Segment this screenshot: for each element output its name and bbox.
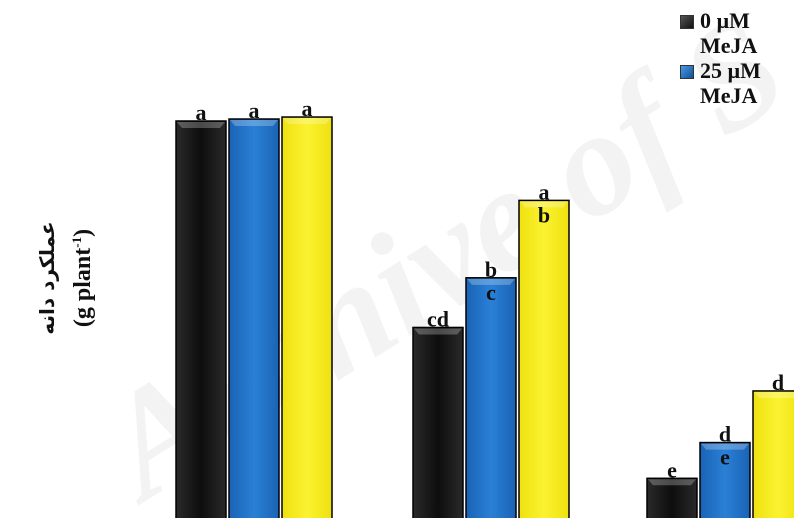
data-label-s0-g2-0: e bbox=[667, 457, 677, 482]
legend-label-0: 0 µM MeJA bbox=[700, 8, 758, 58]
data-label-s2-g1-1: b bbox=[538, 202, 550, 227]
y-axis-label-line2: (g plant-1) bbox=[62, 153, 98, 403]
bar-s1-g0 bbox=[228, 118, 280, 518]
data-label-s1-g1-1: c bbox=[486, 280, 496, 305]
bar-bevel-s1-g2 bbox=[701, 443, 749, 450]
bar-s1-g2 bbox=[699, 441, 751, 518]
legend: 0 µM MeJA 25 µM MeJA bbox=[678, 8, 794, 108]
bar-bevel-s1-g1 bbox=[467, 278, 515, 285]
bar-s0-g1 bbox=[412, 326, 464, 518]
y-axis-unit-exponent: -1 bbox=[69, 236, 84, 248]
bar-s2-g0 bbox=[281, 116, 333, 518]
bar-s2-g1 bbox=[518, 199, 570, 518]
bar-s0-g0 bbox=[175, 120, 227, 518]
y-axis-unit-close: ) bbox=[70, 228, 96, 237]
bar-bevel-s2-g0 bbox=[283, 118, 331, 125]
legend-label-1: 25 µM MeJA bbox=[700, 58, 761, 108]
bar-s1-g1 bbox=[465, 277, 517, 518]
bar-bevel-s0-g2 bbox=[648, 479, 696, 486]
data-label-s2-g1-0: a bbox=[539, 179, 550, 204]
data-label-s2-g2-0: d bbox=[772, 370, 784, 395]
legend-swatch-0 bbox=[680, 15, 694, 29]
bar-bevel-s2-g1 bbox=[520, 201, 568, 208]
data-label-s2-g0-0: a bbox=[302, 96, 313, 121]
data-label-s1-g2-1: e bbox=[720, 445, 730, 470]
data-label-s0-g0-0: a bbox=[196, 100, 207, 125]
y-axis-label-line1: عملکرد دانه bbox=[35, 221, 59, 335]
bar-bevel-s1-g0 bbox=[230, 120, 278, 127]
bar-s0-g2 bbox=[646, 477, 698, 518]
legend-swatch-1 bbox=[680, 65, 694, 79]
bar-bevel-s0-g1 bbox=[414, 328, 462, 335]
data-label-s1-g0-0: a bbox=[249, 98, 260, 123]
bar-bevel-s2-g2 bbox=[754, 391, 794, 398]
y-axis-label-wrap: عملکرد دانه (g plant-1) bbox=[20, 150, 110, 400]
data-label-s1-g2-0: d bbox=[719, 422, 731, 447]
bar-bevel-s0-g0 bbox=[177, 122, 225, 128]
legend-item-1: 25 µM MeJA bbox=[678, 58, 794, 108]
data-label-s0-g1-0: cd bbox=[427, 306, 449, 331]
bar-s2-g2 bbox=[752, 390, 794, 518]
y-axis-label: عملکرد دانه (g plant-1) bbox=[32, 153, 98, 403]
legend-item-0: 0 µM MeJA bbox=[678, 8, 794, 58]
y-axis-unit: (g plant bbox=[70, 247, 96, 328]
data-label-s1-g1-0: b bbox=[485, 257, 497, 282]
